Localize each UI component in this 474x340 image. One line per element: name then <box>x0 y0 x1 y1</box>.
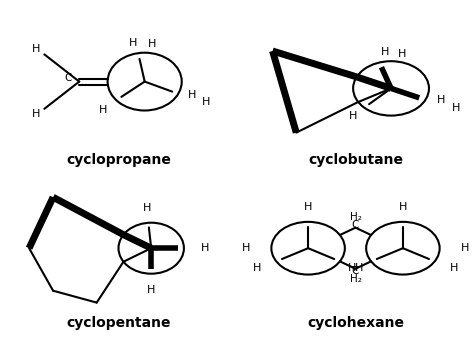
Text: H: H <box>147 285 155 295</box>
Text: H: H <box>304 202 312 212</box>
Text: H: H <box>148 39 156 49</box>
Text: cyclobutane: cyclobutane <box>308 153 403 167</box>
Text: H: H <box>31 109 40 119</box>
Text: H: H <box>347 263 356 273</box>
Text: H₂: H₂ <box>349 212 362 222</box>
Text: cyclopentane: cyclopentane <box>66 316 171 330</box>
Text: H: H <box>188 90 197 100</box>
Text: H: H <box>202 97 211 107</box>
Text: H: H <box>143 203 151 213</box>
Text: H: H <box>201 243 209 253</box>
Text: C: C <box>352 220 359 230</box>
Text: H: H <box>398 49 406 58</box>
Text: H: H <box>100 105 108 115</box>
Text: H: H <box>381 47 389 57</box>
Text: H: H <box>450 263 458 273</box>
Text: H: H <box>355 263 364 273</box>
Text: H: H <box>31 44 40 54</box>
Text: cyclohexane: cyclohexane <box>307 316 404 330</box>
Text: H: H <box>241 243 250 253</box>
Text: H: H <box>349 111 357 121</box>
Text: C: C <box>64 73 72 83</box>
Text: C: C <box>352 266 359 276</box>
Text: H: H <box>253 263 261 273</box>
Text: H: H <box>128 38 137 48</box>
Text: H: H <box>437 96 445 105</box>
Text: H: H <box>461 243 470 253</box>
Text: H: H <box>399 202 407 212</box>
Text: cyclopropane: cyclopropane <box>66 153 171 167</box>
Text: H: H <box>452 103 460 113</box>
Text: H₂: H₂ <box>349 274 362 284</box>
